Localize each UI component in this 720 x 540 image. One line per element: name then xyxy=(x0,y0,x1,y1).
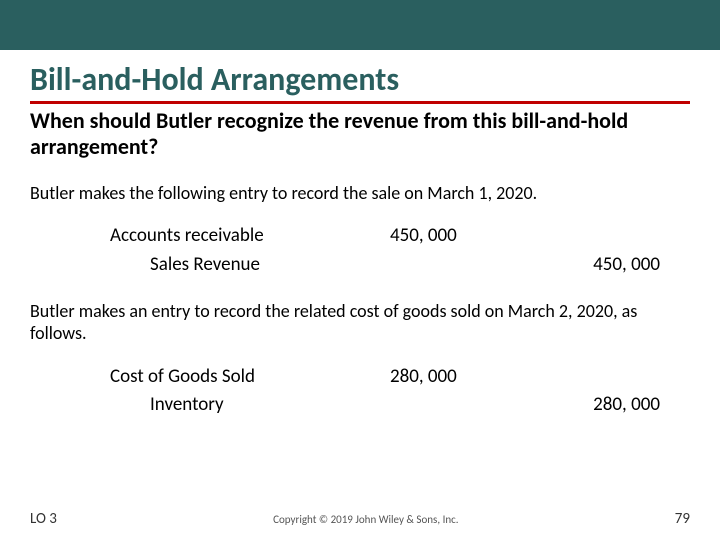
journal-entry-2: Cost of Goods Sold 280, 000 Inventory 28… xyxy=(30,363,690,420)
slide-subtitle: When should Butler recognize the revenue… xyxy=(30,108,690,161)
learning-objective: LO 3 xyxy=(30,510,57,528)
journal-row: Sales Revenue 450, 000 xyxy=(30,251,690,280)
journal-row: Accounts receivable 450, 000 xyxy=(30,222,690,251)
account-name: Inventory xyxy=(30,391,350,420)
paragraph-2: Butler makes an entry to record the rela… xyxy=(30,301,690,344)
copyright-text: Copyright © 2019 John Wiley & Sons, Inc. xyxy=(57,513,675,526)
journal-row: Inventory 280, 000 xyxy=(30,391,690,420)
credit-amount xyxy=(500,222,690,251)
credit-amount: 280, 000 xyxy=(500,391,690,420)
page-number: 79 xyxy=(675,510,690,528)
debit-amount: 450, 000 xyxy=(350,222,500,251)
debit-amount: 280, 000 xyxy=(350,363,500,392)
account-name: Sales Revenue xyxy=(30,251,350,280)
credit-amount: 450, 000 xyxy=(500,251,690,280)
slide-content: Bill-and-Hold Arrangements When should B… xyxy=(0,50,720,420)
journal-row: Cost of Goods Sold 280, 000 xyxy=(30,363,690,392)
credit-amount xyxy=(500,363,690,392)
journal-entry-1: Accounts receivable 450, 000 Sales Reven… xyxy=(30,222,690,279)
slide-title: Bill-and-Hold Arrangements xyxy=(30,60,690,104)
header-bar xyxy=(0,0,720,50)
paragraph-1: Butler makes the following entry to reco… xyxy=(30,183,690,205)
account-name: Cost of Goods Sold xyxy=(30,363,350,392)
account-name: Accounts receivable xyxy=(30,222,350,251)
debit-amount xyxy=(350,251,500,280)
slide-footer: LO 3 Copyright © 2019 John Wiley & Sons,… xyxy=(0,510,720,528)
debit-amount xyxy=(350,391,500,420)
